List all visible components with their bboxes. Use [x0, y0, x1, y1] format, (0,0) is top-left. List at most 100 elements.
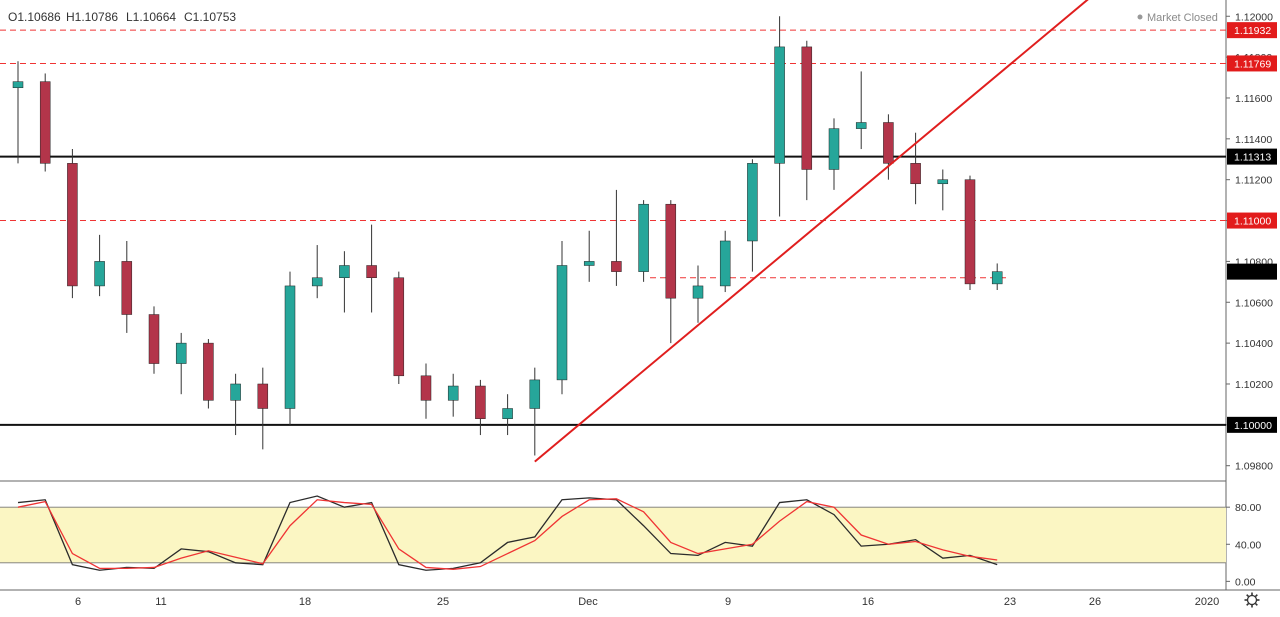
- grid: [0, 0, 1280, 591]
- price-tick-label: 1.10600: [1235, 297, 1273, 309]
- candle: [529, 367, 541, 456]
- candle-body: [339, 265, 350, 279]
- candle: [583, 230, 595, 282]
- candle-body: [719, 240, 731, 287]
- price-tick-label: 1.11600: [1235, 93, 1272, 105]
- candle: [937, 169, 949, 211]
- candle: [284, 271, 296, 425]
- candle-body: [67, 163, 78, 287]
- candle: [747, 159, 758, 272]
- candle: [339, 251, 350, 313]
- candle: [12, 61, 24, 164]
- price-level-tag: [1227, 212, 1277, 229]
- time-tick-label: 16: [862, 596, 874, 608]
- candle-body: [583, 261, 595, 266]
- candle-series: [12, 16, 1003, 456]
- candle-body: [502, 408, 513, 419]
- trendline: [534, 0, 1089, 463]
- price-tick-label: 1.11400: [1235, 134, 1272, 146]
- candle: [94, 234, 105, 297]
- candle-body: [175, 342, 187, 364]
- ohlc-open: O1.10686: [8, 10, 61, 24]
- stochastic-band: [0, 507, 1226, 563]
- candle: [665, 200, 677, 344]
- candle-body: [12, 81, 24, 89]
- candle: [311, 245, 323, 299]
- candle-body: [447, 385, 459, 401]
- candle-body: [828, 128, 840, 170]
- price-level-tag: [1227, 55, 1277, 72]
- candle: [67, 149, 78, 299]
- candle: [991, 263, 1003, 291]
- market-status: Market Closed: [1147, 12, 1218, 24]
- price-tick-label: 1.10200: [1235, 379, 1273, 391]
- stochastic-tick-label: 40.00: [1235, 539, 1261, 551]
- price-level-tag: [1227, 22, 1277, 39]
- time-tick-label: 25: [437, 596, 449, 608]
- candle-body: [774, 46, 785, 164]
- candle: [774, 16, 785, 217]
- price-level-tag-label: 1.11769: [1234, 58, 1271, 70]
- candle-body: [475, 385, 486, 419]
- candle-body: [393, 277, 405, 377]
- stochastic-d-line: [17, 498, 998, 570]
- candle: [175, 332, 187, 395]
- ohlc-low: L1.10664: [126, 10, 176, 24]
- candle-body: [230, 383, 241, 401]
- price-tick-label: 1.11200: [1235, 175, 1272, 187]
- time-axis[interactable]: 6 11 18 25 Dec 9 16 23 26 2020: [75, 592, 1260, 609]
- gear-tooth-icon: [1246, 602, 1250, 606]
- time-tick-label: 26: [1089, 596, 1101, 608]
- candle-body: [991, 271, 1003, 285]
- candle-body: [883, 122, 894, 164]
- candle: [801, 40, 813, 201]
- candle: [366, 224, 377, 313]
- price-level-tag-label: 1.11000: [1234, 216, 1271, 228]
- candle: [148, 306, 160, 374]
- candle-body: [638, 203, 649, 272]
- time-tick-label: 6: [75, 596, 81, 608]
- stochastic-tick-label: 80.00: [1235, 502, 1261, 514]
- gear-ring-icon: [1246, 594, 1258, 606]
- candle: [883, 114, 894, 180]
- candle-body: [611, 261, 622, 272]
- candle: [39, 73, 51, 172]
- gear-tooth-icon: [1254, 594, 1258, 598]
- time-tick-label: 18: [299, 596, 311, 608]
- candle-body: [121, 261, 133, 315]
- time-tick-label: 9: [725, 596, 731, 608]
- candle: [420, 363, 432, 419]
- price-levels: [0, 29, 1226, 426]
- candle-body: [665, 203, 677, 299]
- candle-body: [964, 179, 976, 285]
- price-level-tag-label: 1.11313: [1234, 152, 1271, 164]
- candle-body: [556, 265, 568, 381]
- price-axis[interactable]: 1.120001.118001.116001.114001.112001.110…: [1226, 11, 1277, 588]
- candle-body: [39, 81, 51, 164]
- candle: [611, 189, 622, 286]
- candle-body: [747, 163, 758, 242]
- settings-gear-icon[interactable]: [1244, 592, 1260, 608]
- candle: [556, 240, 568, 395]
- stochastic-k-line: [17, 495, 998, 571]
- price-level-tag-label: 1.10000: [1234, 420, 1272, 432]
- stochastic-pane: [0, 495, 1226, 571]
- gear-tooth-icon: [1254, 602, 1258, 606]
- candle-body: [366, 265, 377, 279]
- price-level-tag: [1227, 416, 1277, 433]
- candle: [692, 265, 704, 323]
- price-level-tag-label: 1.11932: [1234, 25, 1271, 37]
- candle: [502, 394, 513, 436]
- last-price-tag: [1227, 263, 1277, 280]
- candle: [719, 230, 731, 293]
- time-tick-label: Dec: [578, 596, 598, 608]
- candle-body: [801, 46, 813, 170]
- candle-body: [257, 383, 269, 409]
- market-status-dot-icon: [1137, 14, 1143, 20]
- gear-tooth-icon: [1246, 594, 1250, 598]
- candle: [393, 271, 405, 384]
- candle: [638, 200, 649, 282]
- candle: [203, 339, 214, 409]
